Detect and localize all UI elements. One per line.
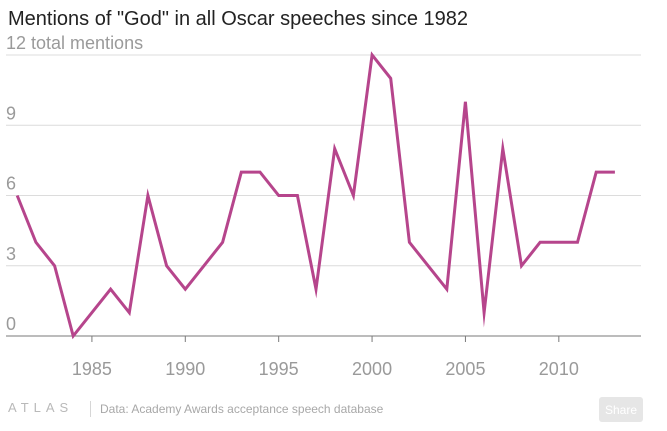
chart-title: Mentions of "God" in all Oscar speeches … xyxy=(8,8,468,30)
x-axis-ticks: 1985 1990 1995 2000 2005 2010 xyxy=(72,336,579,379)
line-chart: 1985 1990 1995 2000 2005 2010 0 3 6 9 12 total me… xyxy=(6,33,641,379)
y-tick-label: 9 xyxy=(6,103,16,123)
footer: ATLAS Data: Academy Awards acceptance sp… xyxy=(0,394,667,426)
series-layer xyxy=(15,51,615,340)
y-tick-label: 3 xyxy=(6,244,16,264)
y-axis-labels: 0 3 6 9 12 total mentions xyxy=(6,33,143,334)
footer-divider xyxy=(90,401,91,417)
y-tick-label: 0 xyxy=(6,314,16,334)
y-axis-title-label: 12 total mentions xyxy=(6,33,143,53)
x-tick-label: 1995 xyxy=(259,359,299,379)
data-source: Data: Academy Awards acceptance speech d… xyxy=(100,402,384,416)
share-button[interactable]: Share xyxy=(599,397,643,422)
atlas-logo: ATLAS xyxy=(8,400,74,415)
x-tick-label: 2010 xyxy=(539,359,579,379)
gridlines xyxy=(6,54,641,337)
x-tick-label: 2005 xyxy=(445,359,485,379)
y-tick-label: 6 xyxy=(6,174,16,194)
x-tick-label: 1990 xyxy=(165,359,205,379)
series-line xyxy=(15,51,615,340)
x-tick-label: 1985 xyxy=(72,359,112,379)
x-tick-label: 2000 xyxy=(352,359,392,379)
